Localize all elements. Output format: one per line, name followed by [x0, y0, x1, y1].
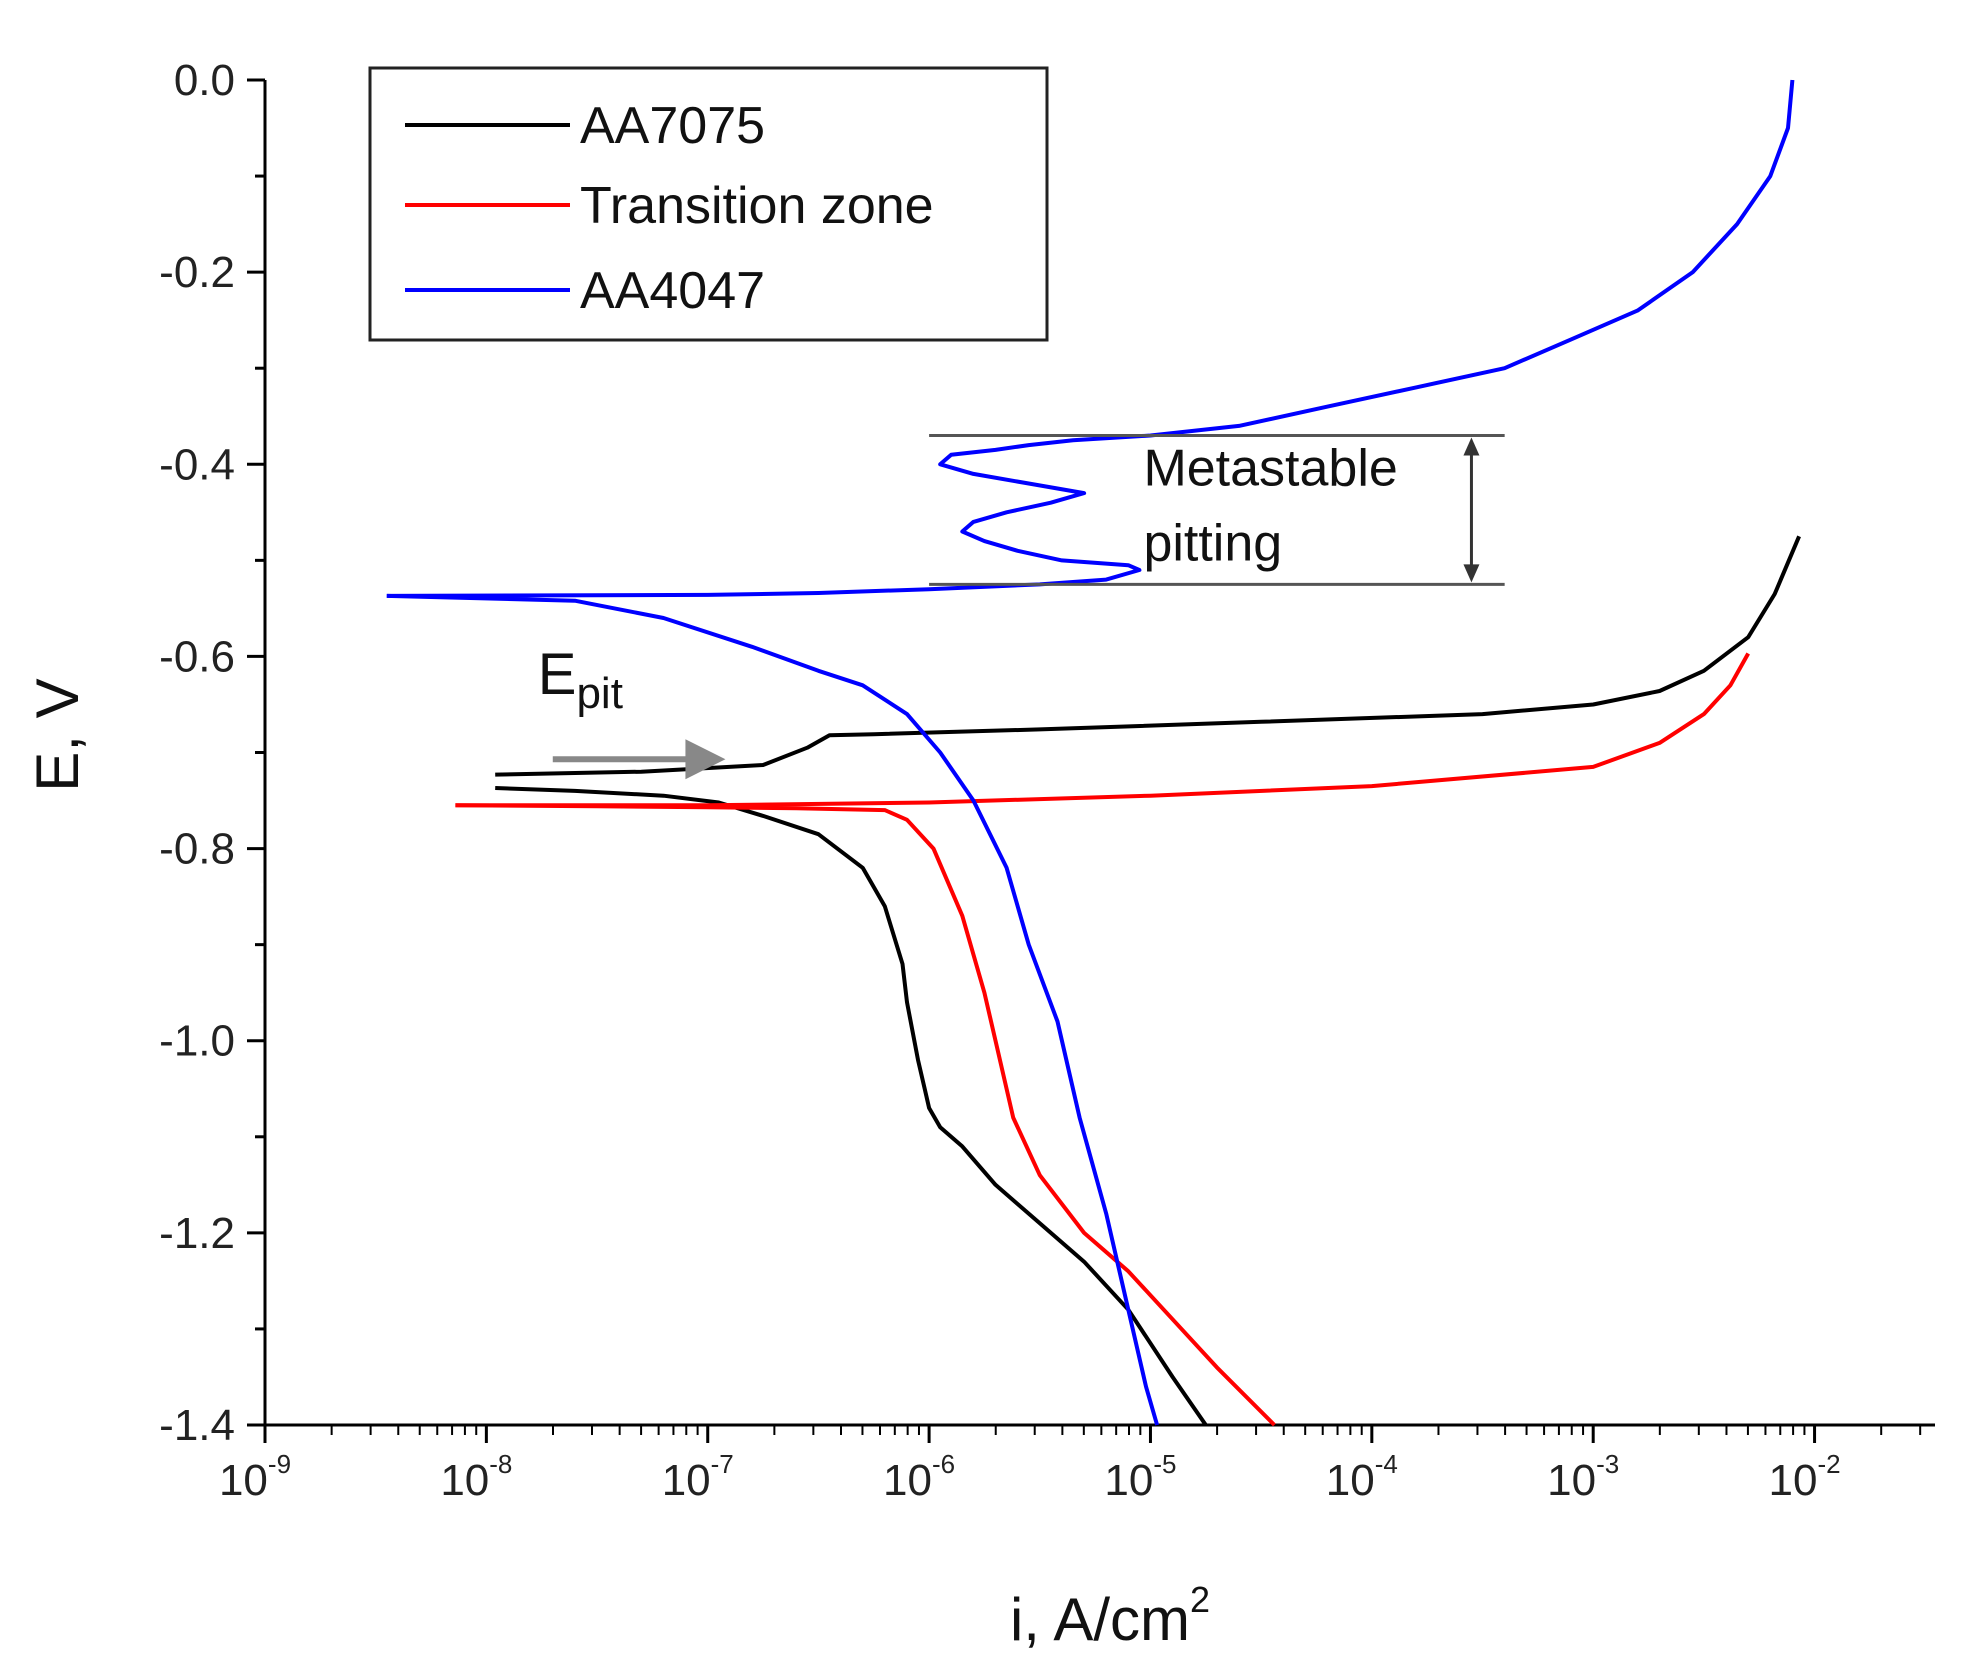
x-tick-label: 10-4	[1326, 1449, 1398, 1505]
x-axis-title-main: i, A/cm	[1010, 1586, 1190, 1653]
legend-label-transition-zone: Transition zone	[580, 177, 934, 235]
annotations: Metastable pitting Epit	[538, 433, 1505, 780]
legend: AA7075 Transition zone AA4047	[368, 66, 1049, 342]
series-transition-zone-anodic	[455, 652, 1750, 808]
series-aa7075-anodic	[495, 535, 1801, 777]
epit-arrow-head	[685, 739, 726, 780]
x-tick-label: 10-8	[440, 1449, 512, 1505]
series-aa4047-cathodic	[386, 593, 1160, 1426]
x-tick-label: 10-3	[1547, 1449, 1619, 1505]
metastable-arrow-head-bottom	[1463, 564, 1480, 583]
plot-area: 0.0 -0.2 -0.4 -0.6 -0.8 -1.0 -1.2 -1.4 10-9 10-8…	[159, 56, 1935, 1505]
y-tick-label: -0.2	[159, 248, 235, 297]
x-tick-label: 10-2	[1769, 1449, 1841, 1505]
x-axis-title: i, A/cm2	[1010, 1579, 1210, 1653]
x-axis-ticks: 10-9 10-8 10-7 10-6 10-5 10-4 10-3 10-2	[219, 1425, 1922, 1505]
epit-label-sub: pit	[576, 669, 622, 718]
metastable-label: Metastable	[1143, 439, 1397, 497]
y-tick-label: -0.4	[159, 440, 235, 489]
legend-label-aa4047: AA4047	[580, 262, 765, 320]
y-tick-label: -1.0	[159, 1017, 235, 1066]
y-tick-label: -1.4	[159, 1401, 235, 1450]
x-tick-label: 10-5	[1104, 1449, 1176, 1505]
series-aa7075-cathodic	[495, 786, 1208, 1427]
legend-label-aa7075: AA7075	[580, 97, 765, 155]
y-axis-title: E, V	[24, 678, 91, 791]
x-axis-title-sup: 2	[1190, 1579, 1210, 1620]
series-transition-zone-cathodic	[455, 803, 1276, 1427]
x-tick-label: 10-6	[883, 1449, 955, 1505]
metastable-arrow-head-top	[1463, 437, 1480, 456]
y-tick-label: -0.8	[159, 825, 235, 874]
y-tick-label: -0.6	[159, 632, 235, 681]
series-aa4047-anodic	[386, 79, 1795, 598]
epit-label: Epit	[538, 642, 623, 718]
x-tick-label: 10-9	[219, 1449, 291, 1505]
series-lines	[386, 79, 1801, 1427]
epit-label-main: E	[538, 642, 577, 707]
y-axis-ticks: 0.0 -0.2 -0.4 -0.6 -0.8 -1.0 -1.2 -1.4	[159, 56, 265, 1450]
y-tick-label: -1.2	[159, 1209, 235, 1258]
pitting-label: pitting	[1143, 514, 1282, 572]
y-tick-label: 0.0	[174, 56, 235, 105]
x-tick-label: 10-7	[662, 1449, 734, 1505]
